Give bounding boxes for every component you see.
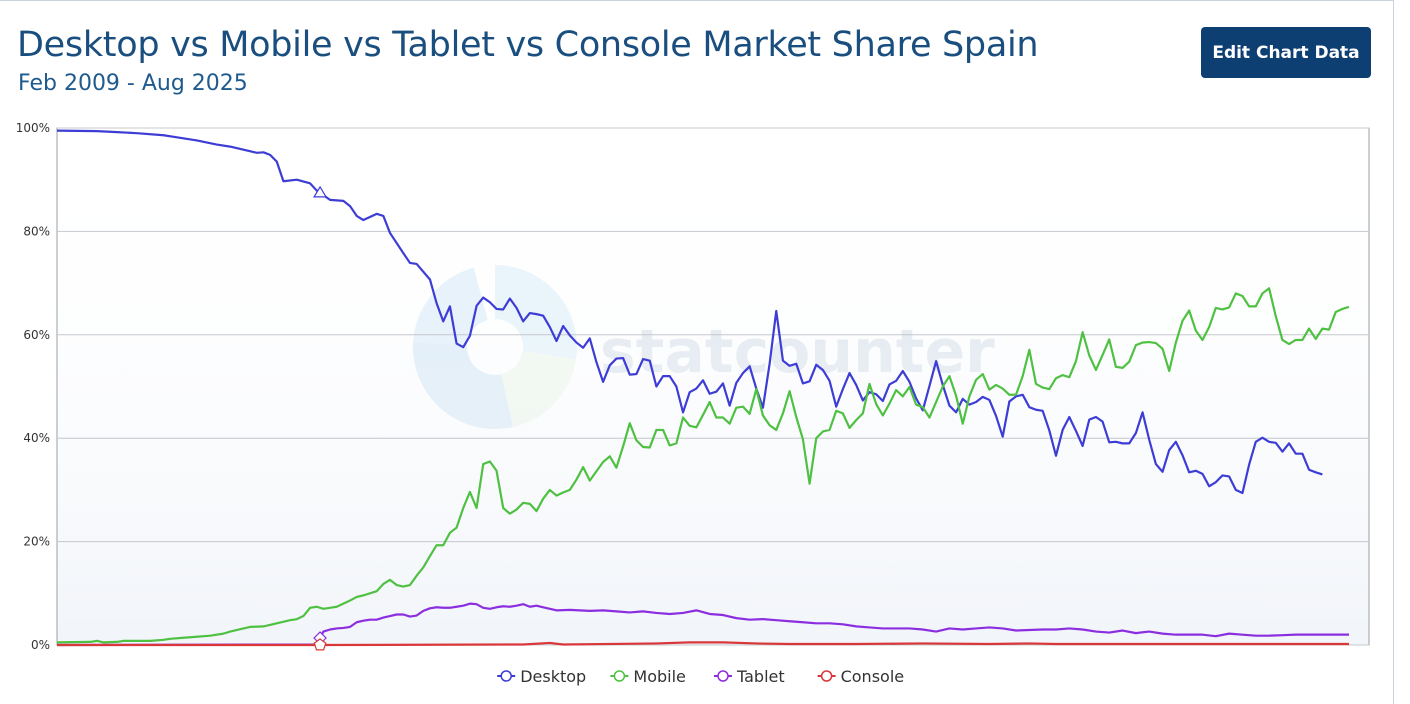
y-axis-ticks: 0% 20% 40% 60% 80% 100% — [16, 121, 50, 652]
series-lines — [56, 129, 1350, 647]
legend-marker-console — [820, 670, 833, 682]
legend-marker-mobile — [613, 670, 626, 682]
legend-label-console: Console — [841, 667, 905, 686]
y-tick-label: 20% — [23, 535, 50, 549]
series-line-console — [57, 641, 1350, 647]
highlight-markers — [313, 185, 328, 651]
legend-marker-desktop — [500, 670, 512, 682]
y-tick-label: 60% — [23, 328, 50, 342]
y-tick-label: 80% — [23, 224, 50, 238]
chart-legend: Desktop Mobile Tablet Console — [497, 667, 904, 686]
series-line-mobile — [56, 287, 1350, 644]
y-tick-label: 40% — [23, 431, 50, 445]
marker-console — [313, 638, 327, 651]
y-tick-label: 100% — [16, 121, 50, 135]
legend-label-desktop: Desktop — [520, 667, 586, 686]
plot-area — [56, 127, 1370, 646]
plot-frame — [56, 127, 1370, 646]
legend-label-mobile: Mobile — [633, 667, 685, 686]
chart-title: Desktop vs Mobile vs Tablet vs Console M… — [17, 25, 1039, 65]
legend-label-tablet: Tablet — [736, 667, 785, 686]
series-line-desktop — [56, 129, 1323, 495]
marker-desktop — [313, 185, 328, 198]
legend-marker-tablet — [717, 670, 729, 682]
edit-chart-data-button[interactable]: Edit Chart Data — [1201, 27, 1371, 78]
chart-subtitle: Feb 2009 - Aug 2025 — [18, 71, 248, 96]
y-tick-label: 0% — [31, 638, 50, 652]
series-line-tablet — [56, 602, 1350, 647]
